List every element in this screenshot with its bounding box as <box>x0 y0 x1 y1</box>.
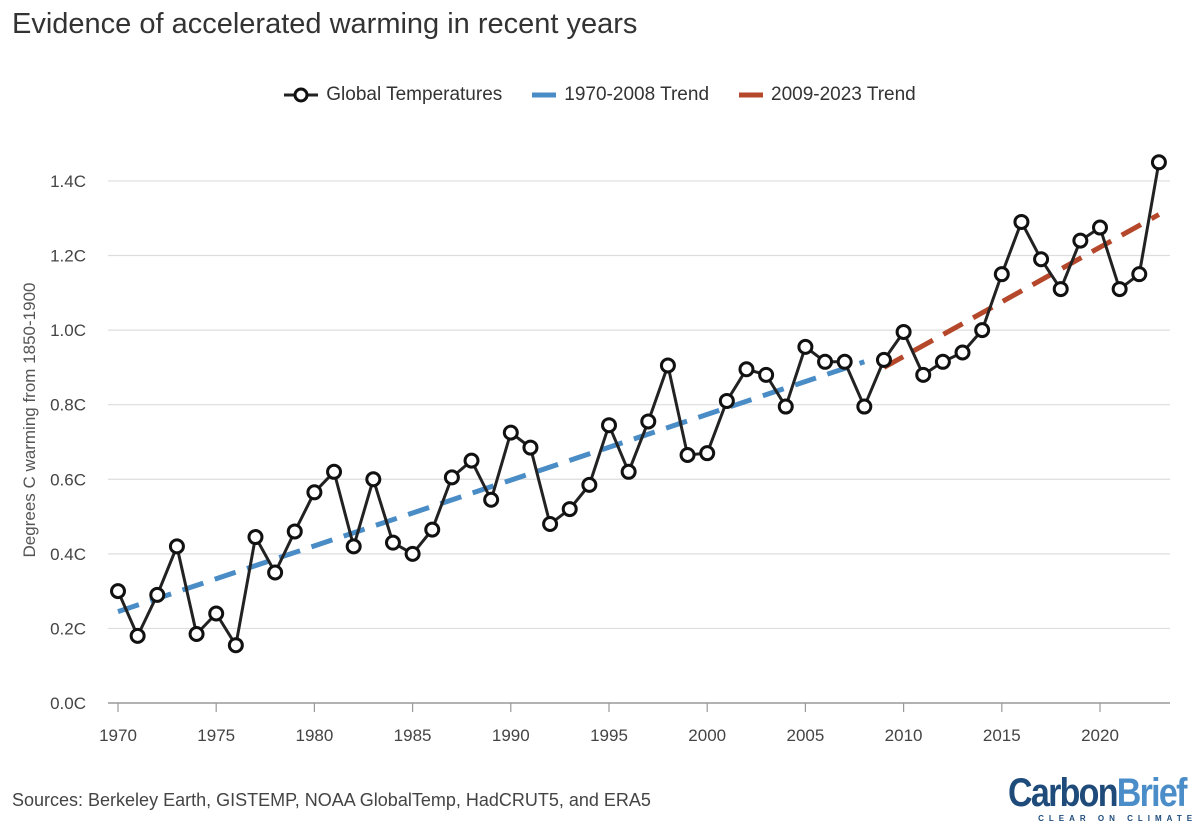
data-point-1995 <box>601 417 617 434</box>
y-tick-label: 0.6C <box>50 470 86 489</box>
data-point-1981 <box>326 463 343 480</box>
data-point-1976 <box>227 637 244 654</box>
legend-marker-circle-icon <box>284 87 319 103</box>
data-point-1986 <box>424 521 441 538</box>
x-tick-label: 1975 <box>197 726 235 745</box>
legend: Global Temperatures 1970-2008 Trend 2009… <box>0 84 1200 106</box>
data-point-1989 <box>483 491 500 508</box>
y-tick-label: 1.0C <box>50 321 86 340</box>
data-point-2000 <box>699 445 716 462</box>
data-point-2018 <box>1052 281 1069 298</box>
legend-item-global-temperatures: Global Temperatures <box>284 84 502 106</box>
trend-line-1970-2008-trend <box>117 359 866 615</box>
data-point-2001 <box>718 392 735 409</box>
data-point-1979 <box>286 523 303 540</box>
data-point-2005 <box>797 338 814 355</box>
data-point-1980 <box>306 484 323 501</box>
data-point-1983 <box>365 471 382 488</box>
data-point-2009 <box>875 351 892 368</box>
carbon-brief-logo: CarbonBrief CLEAR ON CLIMATE <box>1008 772 1200 823</box>
data-point-1970 <box>110 583 126 600</box>
logo-tagline: CLEAR ON CLIMATE <box>1038 814 1198 823</box>
data-point-1974 <box>188 626 205 643</box>
data-point-2007 <box>836 353 853 370</box>
x-tick-label: 2000 <box>688 726 726 745</box>
y-tick-label: 1.2C <box>50 247 86 266</box>
x-tick-label: 2005 <box>786 726 824 745</box>
data-point-1977 <box>247 529 264 546</box>
x-tick-label: 1995 <box>590 726 628 745</box>
x-tick-label: 2010 <box>885 726 923 745</box>
data-point-1998 <box>659 357 676 374</box>
data-point-1988 <box>463 452 480 469</box>
data-point-1991 <box>522 439 539 456</box>
source-note: Sources: Berkeley Earth, GISTEMP, NOAA G… <box>12 790 651 810</box>
data-point-1996 <box>620 463 637 480</box>
data-point-2020 <box>1092 219 1108 236</box>
data-point-2002 <box>738 361 755 378</box>
data-point-2004 <box>777 398 794 415</box>
data-point-2019 <box>1072 232 1089 249</box>
legend-item-1970-2008-trend: 1970-2008 Trend <box>532 84 709 106</box>
data-point-2010 <box>895 323 912 340</box>
data-point-2008 <box>856 398 873 415</box>
data-point-2014 <box>974 322 991 339</box>
data-point-2003 <box>758 366 775 383</box>
data-point-2023 <box>1150 154 1167 171</box>
chart-title: Evidence of accelerated warming in recen… <box>12 8 638 40</box>
x-tick-label: 1980 <box>295 726 333 745</box>
data-point-2015 <box>993 266 1010 283</box>
data-point-2017 <box>1033 251 1050 268</box>
data-point-1993 <box>561 501 578 518</box>
data-point-1985 <box>404 545 421 562</box>
logo-part1: Carbon <box>1008 771 1119 815</box>
data-point-1973 <box>168 538 185 555</box>
y-tick-label: 0.4C <box>50 545 86 564</box>
data-point-1975 <box>208 605 225 622</box>
line-chart: 0.0C 0.2C 0.4C 0.6C 0.8C 1.0C 1.2C 1.4C 1970 1975… <box>20 154 1170 745</box>
data-point-2022 <box>1131 266 1148 283</box>
logo-part2: Brief <box>1116 771 1188 815</box>
x-tick-label: 1970 <box>99 726 137 745</box>
data-point-1978 <box>267 564 284 581</box>
data-point-2006 <box>817 353 834 370</box>
data-point-1999 <box>679 447 696 464</box>
data-point-1997 <box>640 413 657 430</box>
x-tick-label: 1985 <box>394 726 432 745</box>
data-point-1990 <box>502 424 519 441</box>
x-tick-label: 2020 <box>1081 726 1119 745</box>
x-tick-label: 2015 <box>983 726 1021 745</box>
y-axis-label: Degrees C warming from 1850-1900 <box>20 283 39 558</box>
data-point-2011 <box>915 366 932 383</box>
data-point-2021 <box>1111 281 1128 298</box>
data-point-2016 <box>1013 213 1030 230</box>
data-point-1982 <box>345 538 362 555</box>
legend-dash-red-icon <box>739 92 764 98</box>
data-point-2013 <box>954 344 971 361</box>
legend-label: Global Temperatures <box>326 84 503 105</box>
data-point-2012 <box>934 353 951 370</box>
legend-label: 2009-2023 Trend <box>771 84 916 105</box>
y-tick-label: 0.8C <box>50 396 86 415</box>
x-tick-label: 1990 <box>492 726 530 745</box>
data-point-1992 <box>542 516 559 533</box>
trend-line-2009-2023-trend <box>882 212 1161 370</box>
legend-dash-blue-icon <box>532 92 557 98</box>
data-point-1971 <box>129 627 146 644</box>
legend-label: 1970-2008 Trend <box>564 84 710 105</box>
data-point-1994 <box>581 476 598 493</box>
y-tick-label: 0.0C <box>50 694 86 713</box>
y-tick-label: 0.2C <box>50 619 86 638</box>
data-point-1984 <box>384 534 401 551</box>
y-tick-label: 1.4C <box>50 172 86 191</box>
data-point-1972 <box>149 586 166 603</box>
data-point-1987 <box>443 469 460 486</box>
legend-item-2009-2023-trend: 2009-2023 Trend <box>739 84 916 106</box>
